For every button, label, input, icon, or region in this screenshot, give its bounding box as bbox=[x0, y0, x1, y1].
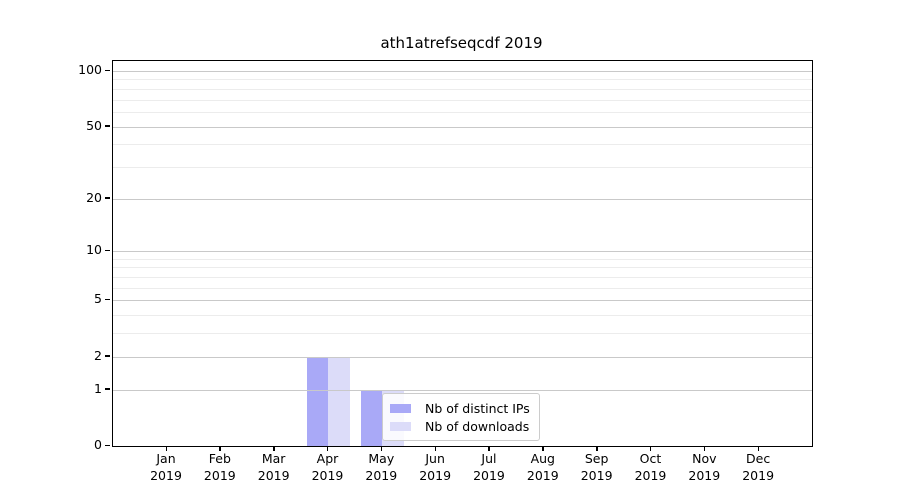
gridline-major bbox=[113, 356, 812, 358]
x-tick-mark bbox=[219, 447, 221, 451]
x-tick-label: Sep 2019 bbox=[580, 451, 613, 483]
x-tick-mark bbox=[165, 447, 167, 451]
x-tick-mark bbox=[273, 447, 275, 451]
y-tick-mark bbox=[105, 125, 110, 127]
gridline-minor bbox=[113, 287, 812, 289]
gridline-major bbox=[113, 198, 812, 200]
gridline-minor bbox=[113, 79, 812, 81]
y-tick-mark bbox=[105, 444, 110, 446]
gridline-minor bbox=[113, 144, 812, 146]
gridline-major bbox=[113, 300, 812, 302]
gridline-minor bbox=[113, 258, 812, 260]
x-tick-mark bbox=[649, 447, 652, 451]
legend-item-distinct-ips: Nb of distinct IPs bbox=[390, 399, 530, 417]
y-tick-mark bbox=[105, 249, 110, 252]
gridline-minor bbox=[113, 99, 812, 101]
y-tick-label: 0 bbox=[94, 437, 102, 452]
y-tick-label: 100 bbox=[78, 62, 102, 77]
gridline-major bbox=[113, 251, 812, 253]
gridline-minor bbox=[113, 277, 812, 279]
legend-swatch-distinct-ips bbox=[390, 403, 411, 413]
chart-title: ath1atrefseqcdf 2019 bbox=[380, 34, 543, 52]
x-tick-label: Jan 2019 bbox=[150, 451, 182, 483]
gridline-minor bbox=[113, 88, 812, 90]
x-tick-label: Jun 2019 bbox=[419, 451, 452, 483]
x-tick-mark bbox=[542, 447, 544, 451]
x-tick-mark bbox=[596, 447, 598, 451]
y-tick-label: 5 bbox=[94, 291, 102, 307]
y-tick-label: 50 bbox=[86, 117, 102, 133]
x-tick-label: Oct 2019 bbox=[634, 451, 667, 483]
gridline-major bbox=[113, 126, 812, 128]
x-tick-label: May 2019 bbox=[365, 451, 398, 483]
x-tick-mark bbox=[434, 447, 437, 451]
x-tick-mark bbox=[757, 447, 760, 451]
legend-label-distinct-ips: Nb of distinct IPs bbox=[425, 400, 530, 416]
legend-swatch-downloads bbox=[390, 421, 411, 431]
gridline-minor bbox=[113, 333, 812, 335]
bar-apr-series1 bbox=[328, 356, 350, 446]
x-tick-mark bbox=[326, 447, 329, 451]
y-tick-mark bbox=[105, 388, 110, 390]
x-tick-label: Aug 2019 bbox=[526, 451, 559, 483]
x-tick-label: Mar 2019 bbox=[257, 451, 290, 483]
y-tick-mark bbox=[105, 69, 110, 71]
x-tick-label: Jul 2019 bbox=[473, 451, 505, 483]
y-tick-mark bbox=[105, 197, 110, 199]
x-tick-mark bbox=[488, 447, 490, 451]
bar-apr-series0 bbox=[306, 356, 329, 446]
y-tick-label: 2 bbox=[94, 347, 102, 363]
x-tick-label: Feb 2019 bbox=[203, 451, 236, 483]
x-tick-label: Dec 2019 bbox=[742, 451, 775, 483]
x-tick-label: Apr 2019 bbox=[311, 451, 344, 483]
x-tick-mark bbox=[380, 447, 383, 451]
legend-label-downloads: Nb of downloads bbox=[425, 418, 530, 434]
y-tick-label: 1 bbox=[94, 380, 102, 396]
gridline-minor bbox=[113, 111, 812, 113]
bar-may-series0 bbox=[360, 389, 383, 446]
gridline-major bbox=[113, 71, 812, 72]
gridline-minor bbox=[113, 267, 812, 269]
x-tick-mark bbox=[703, 447, 706, 451]
x-tick-label: Nov 2019 bbox=[688, 451, 721, 483]
plot-area bbox=[112, 60, 813, 447]
gridline-minor bbox=[113, 315, 812, 317]
y-tick-mark bbox=[105, 355, 110, 357]
legend: Nb of distinct IPs Nb of downloads bbox=[382, 393, 540, 441]
y-tick-mark bbox=[105, 298, 110, 301]
legend-item-downloads: Nb of downloads bbox=[390, 417, 530, 435]
gridline-minor bbox=[113, 166, 812, 168]
gridline-major bbox=[113, 389, 812, 391]
y-tick-label: 20 bbox=[86, 189, 102, 205]
y-tick-label: 10 bbox=[86, 242, 102, 258]
